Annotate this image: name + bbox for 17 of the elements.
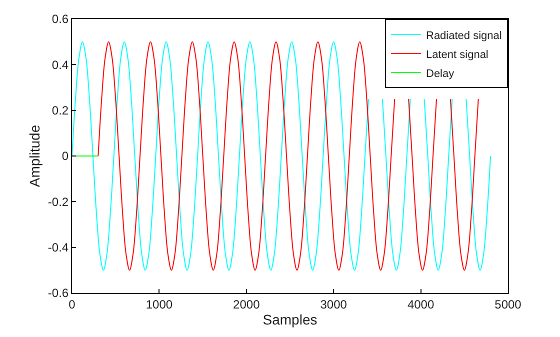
y-axis-title: Amplitude (26, 124, 43, 188)
x-tick-label: 2000 (233, 297, 260, 312)
y-tick-label: 0.4 (52, 58, 69, 72)
y-tick-label: -0.6 (48, 286, 69, 300)
y-tick-label: -0.4 (48, 240, 69, 255)
x-tick-label: 5000 (494, 297, 522, 312)
x-tick-label: 1000 (146, 297, 173, 312)
x-tick-label: 4000 (407, 297, 434, 312)
x-axis-title: Samples (262, 312, 318, 328)
x-tick-label: 3000 (320, 297, 348, 312)
y-tick-label: 0 (62, 149, 69, 164)
y-tick-label: 0.6 (52, 12, 69, 26)
y-tick-label: 0.2 (52, 104, 69, 118)
legend-label: Delay (426, 68, 455, 80)
legend-label: Radiated signal (426, 30, 502, 42)
legend-label: Latent signal (426, 48, 488, 61)
y-tick-label: -0.2 (48, 194, 69, 209)
